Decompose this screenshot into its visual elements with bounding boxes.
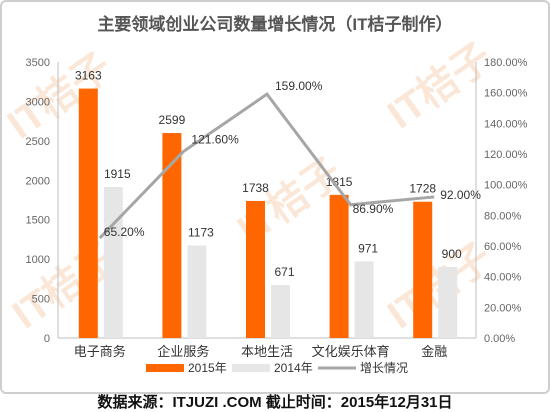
bar-2015-label: 2599 (159, 113, 186, 127)
legend-label-2015: 2015年 (188, 361, 227, 375)
growth-point-label: 65.20% (104, 225, 145, 239)
y-left-tick-label: 3500 (26, 57, 50, 69)
y-right-tick-label: 120.00% (484, 149, 528, 161)
y-right-tick-label: 20.00% (484, 302, 522, 314)
y-right-tick-label: 100.00% (484, 180, 528, 192)
bar-2015-label: 3163 (75, 69, 102, 83)
growth-point-label: 159.00% (275, 79, 323, 93)
bar-2014 (271, 285, 290, 338)
y-right-tick-label: 0.00% (484, 333, 515, 345)
growth-point-label: 92.00% (440, 188, 481, 202)
growth-line (98, 92, 435, 240)
y-left-tick-label: 0 (44, 333, 50, 345)
y-right-tick-label: 60.00% (484, 241, 522, 253)
data-source-footer: 数据来源：ITJUZI .COM 截止时间：2015年12月31日 (97, 394, 453, 411)
y-right-tick-label: 160.00% (484, 88, 528, 100)
bar-2015 (78, 88, 98, 338)
bar-2014 (438, 267, 458, 338)
bar-2014-label: 1915 (104, 167, 131, 181)
category-label: 企业服务 (157, 344, 209, 359)
bar-2014 (187, 245, 207, 338)
legend-label-growth: 增长情况 (360, 361, 408, 375)
bar-2014-label: 900 (442, 247, 462, 261)
watermark-text: IT桔子 (0, 45, 120, 147)
legend-swatch-2014 (232, 364, 270, 372)
bar-2015 (329, 194, 349, 338)
growth-point-label: 86.90% (353, 202, 394, 216)
y-left-tick-label: 3000 (26, 96, 50, 108)
bar-2015 (162, 133, 182, 338)
y-left-tick-label: 1000 (26, 254, 50, 266)
bar-2015 (413, 201, 433, 338)
bar-2014 (354, 261, 374, 338)
watermark-text: IT桔子 (380, 35, 500, 137)
bar-2015 (246, 200, 265, 338)
category-label: 金融 (421, 344, 447, 359)
y-right-tick-label: 40.00% (484, 272, 522, 284)
bar-2015-label: 1738 (242, 181, 269, 195)
chart-title: 主要领域创业公司数量增长情况（IT桔子制作） (97, 15, 453, 34)
category-label: 电子商务 (74, 344, 126, 359)
y-left-tick-label: 500 (32, 294, 50, 306)
bar-2014-label: 671 (274, 265, 294, 279)
y-left-tick-label: 2500 (26, 136, 50, 148)
category-label: 文化娱乐体育 (312, 344, 390, 359)
bar-2014 (103, 186, 123, 338)
bar-2014-label: 971 (358, 241, 378, 255)
legend-label-2014: 2014年 (274, 361, 313, 375)
legend-swatch-2015 (146, 364, 184, 372)
y-right-tick-label: 140.00% (484, 118, 528, 130)
growth-point-label: 121.60% (191, 133, 239, 147)
bar-2015-label: 1728 (409, 182, 436, 196)
category-label: 本地生活 (241, 344, 293, 359)
bar-2014-label: 1173 (188, 226, 214, 240)
y-left-tick-label: 1500 (26, 215, 50, 227)
y-right-tick-label: 180.00% (484, 57, 528, 69)
y-right-tick-label: 80.00% (484, 210, 522, 222)
y-left-tick-label: 2000 (26, 175, 50, 187)
